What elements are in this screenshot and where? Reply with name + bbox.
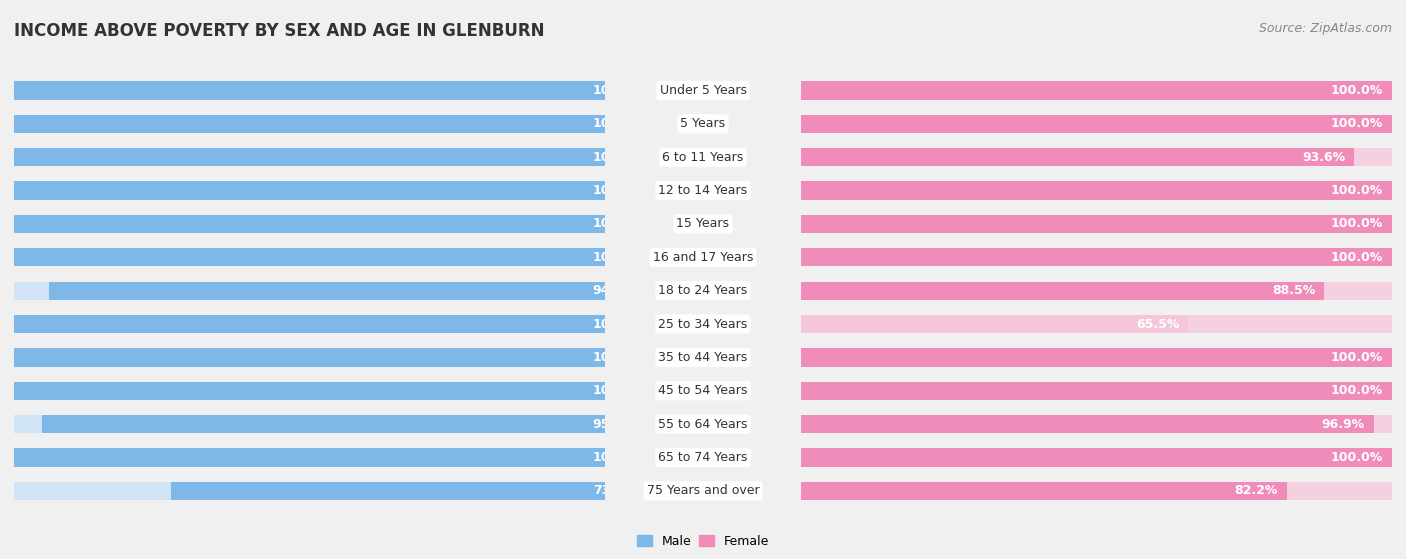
Bar — [801, 115, 1392, 133]
Bar — [801, 315, 1392, 333]
Text: Source: ZipAtlas.com: Source: ZipAtlas.com — [1258, 22, 1392, 35]
Text: 25 to 34 Years: 25 to 34 Years — [658, 318, 748, 330]
Bar — [14, 181, 605, 200]
Text: Under 5 Years: Under 5 Years — [659, 84, 747, 97]
Text: 100.0%: 100.0% — [593, 84, 645, 97]
Text: 75 Years and over: 75 Years and over — [647, 485, 759, 498]
Text: 100.0%: 100.0% — [1331, 84, 1384, 97]
Bar — [801, 81, 1392, 100]
Text: 6 to 11 Years: 6 to 11 Years — [662, 151, 744, 164]
Bar — [14, 81, 605, 100]
Text: 100.0%: 100.0% — [593, 318, 645, 330]
Text: 100.0%: 100.0% — [1331, 384, 1384, 397]
Bar — [801, 348, 1392, 367]
Bar — [14, 148, 605, 167]
Bar — [801, 415, 1374, 433]
Bar — [801, 248, 1392, 267]
Bar — [14, 115, 605, 133]
Bar — [14, 282, 605, 300]
Bar — [801, 115, 1392, 133]
Bar — [49, 282, 605, 300]
Text: 18 to 24 Years: 18 to 24 Years — [658, 284, 748, 297]
Bar — [801, 181, 1392, 200]
Text: 35 to 44 Years: 35 to 44 Years — [658, 351, 748, 364]
Bar — [801, 448, 1392, 467]
Bar — [14, 382, 605, 400]
Text: 100.0%: 100.0% — [593, 451, 645, 464]
Bar — [14, 315, 605, 333]
Text: 100.0%: 100.0% — [593, 384, 645, 397]
Bar — [801, 181, 1392, 200]
Text: 100.0%: 100.0% — [593, 184, 645, 197]
Text: 55 to 64 Years: 55 to 64 Years — [658, 418, 748, 430]
Text: 82.2%: 82.2% — [1234, 485, 1278, 498]
Text: 100.0%: 100.0% — [1331, 251, 1384, 264]
Bar — [801, 482, 1286, 500]
Bar — [801, 482, 1392, 500]
Text: INCOME ABOVE POVERTY BY SEX AND AGE IN GLENBURN: INCOME ABOVE POVERTY BY SEX AND AGE IN G… — [14, 22, 544, 40]
Text: 100.0%: 100.0% — [1331, 217, 1384, 230]
Text: 93.6%: 93.6% — [1302, 151, 1346, 164]
Bar — [14, 348, 605, 367]
Legend: Male, Female: Male, Female — [631, 530, 775, 553]
Text: 12 to 14 Years: 12 to 14 Years — [658, 184, 748, 197]
Text: 95.2%: 95.2% — [593, 418, 636, 430]
Bar — [42, 415, 605, 433]
Bar — [14, 181, 605, 200]
Bar — [14, 415, 605, 433]
Bar — [14, 448, 605, 467]
Bar — [801, 348, 1392, 367]
Text: 15 Years: 15 Years — [676, 217, 730, 230]
Text: 5 Years: 5 Years — [681, 117, 725, 130]
Text: 65 to 74 Years: 65 to 74 Years — [658, 451, 748, 464]
Bar — [14, 215, 605, 233]
Text: 100.0%: 100.0% — [1331, 184, 1384, 197]
Bar — [801, 382, 1392, 400]
Text: 100.0%: 100.0% — [1331, 117, 1384, 130]
Bar — [14, 315, 605, 333]
Text: 100.0%: 100.0% — [593, 151, 645, 164]
Bar — [801, 282, 1324, 300]
Text: 96.9%: 96.9% — [1322, 418, 1365, 430]
Bar — [14, 482, 605, 500]
Bar — [801, 148, 1354, 167]
Bar — [170, 482, 605, 500]
Bar — [14, 348, 605, 367]
Bar — [801, 448, 1392, 467]
Bar — [14, 148, 605, 167]
Text: 100.0%: 100.0% — [593, 351, 645, 364]
Text: 100.0%: 100.0% — [593, 217, 645, 230]
Text: 16 and 17 Years: 16 and 17 Years — [652, 251, 754, 264]
Bar — [801, 315, 1188, 333]
Text: 100.0%: 100.0% — [593, 251, 645, 264]
Bar — [14, 248, 605, 267]
Text: 88.5%: 88.5% — [1272, 284, 1315, 297]
Bar — [14, 248, 605, 267]
Text: 94.1%: 94.1% — [593, 284, 636, 297]
Text: 65.5%: 65.5% — [1136, 318, 1180, 330]
Bar — [801, 415, 1392, 433]
Bar — [801, 215, 1392, 233]
Bar — [14, 115, 605, 133]
Bar — [14, 215, 605, 233]
Bar — [801, 248, 1392, 267]
Bar — [801, 215, 1392, 233]
Text: 45 to 54 Years: 45 to 54 Years — [658, 384, 748, 397]
Bar — [801, 81, 1392, 100]
Text: 100.0%: 100.0% — [1331, 451, 1384, 464]
Text: 73.5%: 73.5% — [593, 485, 636, 498]
Bar — [801, 148, 1392, 167]
Bar — [801, 282, 1392, 300]
Bar — [14, 81, 605, 100]
Bar — [801, 382, 1392, 400]
Bar — [14, 382, 605, 400]
Text: 100.0%: 100.0% — [593, 117, 645, 130]
Bar — [14, 448, 605, 467]
Text: 100.0%: 100.0% — [1331, 351, 1384, 364]
